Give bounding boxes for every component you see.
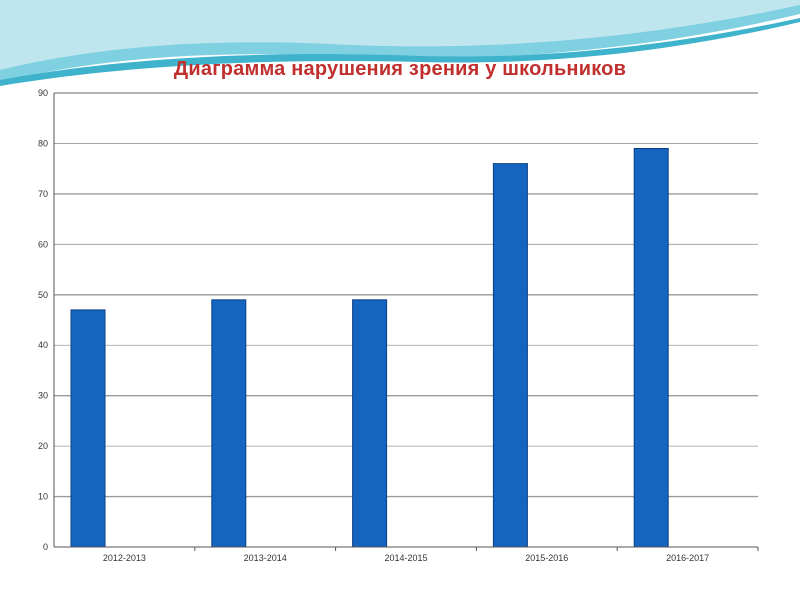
bar-2012-2013	[70, 309, 106, 548]
bar-2013-2014	[211, 299, 247, 548]
x-tick-label-2014-2015: 2014-2015	[384, 553, 427, 563]
x-tick-label-2016-2017: 2016-2017	[666, 553, 709, 563]
y-tick-label-70: 70	[38, 189, 48, 199]
wave-mid	[0, 5, 800, 82]
y-tick-label-90: 90	[38, 88, 48, 98]
x-tick-label-2015-2016: 2015-2016	[525, 553, 568, 563]
y-tick-label-30: 30	[38, 391, 48, 401]
y-tick-label-80: 80	[38, 138, 48, 148]
y-tick-label-40: 40	[38, 340, 48, 350]
bar-2016-2017	[633, 147, 669, 548]
wave-light	[0, 0, 800, 75]
x-tick-label-2012-2013: 2012-2013	[103, 553, 146, 563]
bar-2015-2016	[492, 163, 528, 548]
bar-2014-2015	[352, 299, 388, 548]
decorative-wave-header	[0, 0, 800, 86]
bar-layer	[70, 147, 669, 548]
y-tick-label-60: 60	[38, 239, 48, 249]
x-tick-label-2013-2014: 2013-2014	[244, 553, 287, 563]
y-tick-label-10: 10	[38, 492, 48, 502]
chart-title: Диаграмма нарушения зрения у школьников	[173, 58, 627, 80]
axis-layer	[53, 93, 759, 551]
y-tick-label-50: 50	[38, 290, 48, 300]
y-tick-label-0: 0	[43, 542, 48, 552]
label-layer: 0 10 20 30 40 50 60 70 80 90 2012-2013 2013-2014 201…	[38, 88, 709, 563]
y-tick-label-20: 20	[38, 441, 48, 451]
